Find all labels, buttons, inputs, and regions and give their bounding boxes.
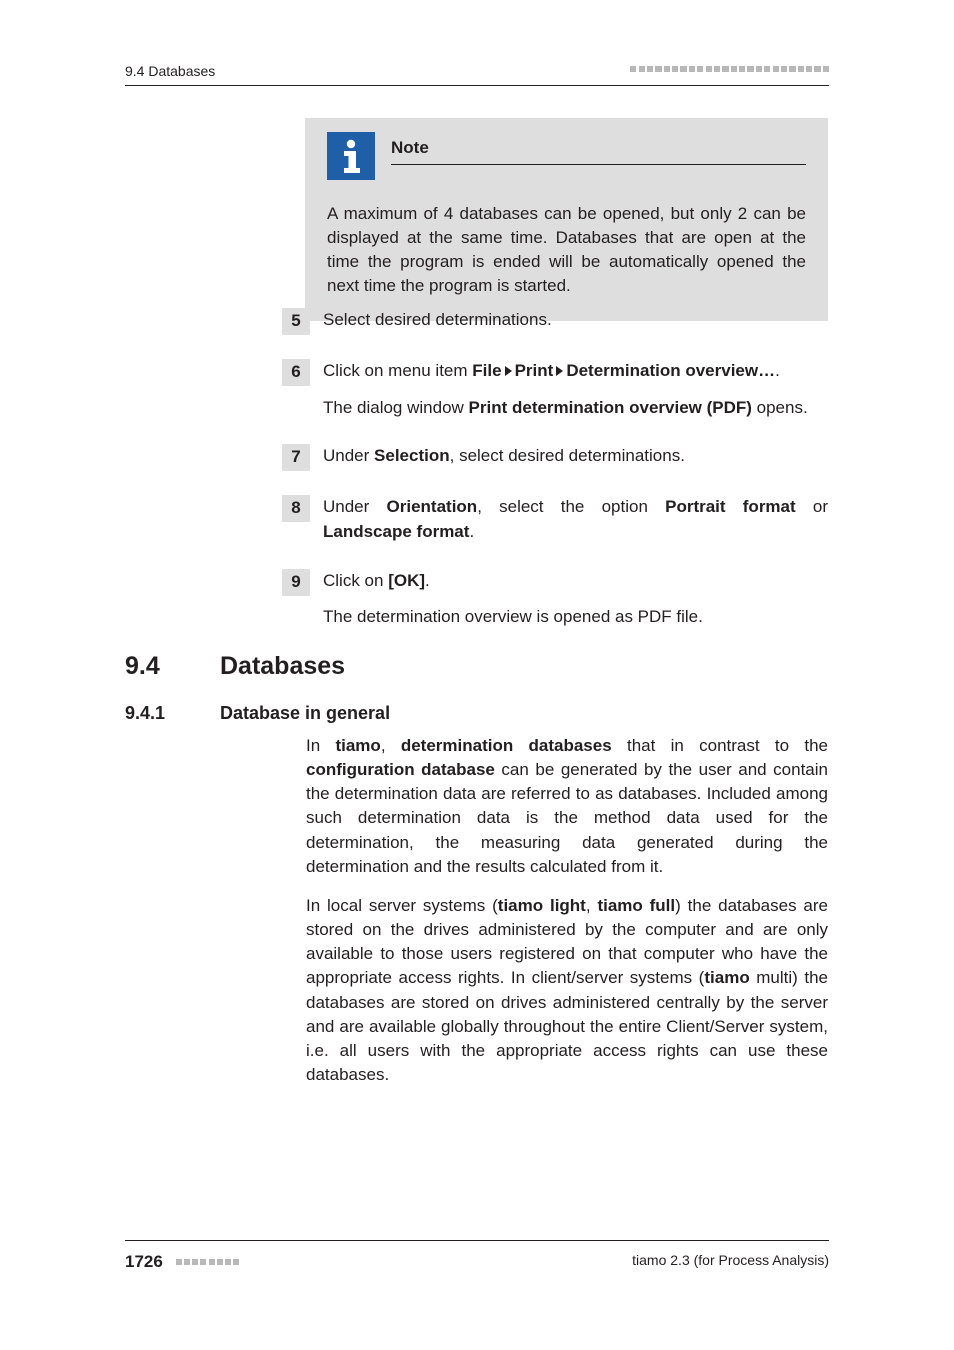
step-8: 8 Under Orientation, select the option Po…: [282, 495, 828, 544]
step-number: 5: [282, 308, 310, 335]
step-body: Select desired determinations.: [323, 308, 828, 335]
info-icon: [327, 132, 375, 180]
step-6: 6 Click on menu item FilePrintDeterminati…: [282, 359, 828, 420]
subsection-title: Database in general: [220, 703, 390, 724]
note-box: Note A maximum of 4 databases can be ope…: [305, 118, 828, 321]
note-body: A maximum of 4 databases can be opened, …: [327, 202, 806, 299]
step-line: The dialog window Print determination ov…: [323, 396, 828, 421]
note-rule: [391, 164, 806, 165]
step-9: 9 Click on [OK]. The determination overvie…: [282, 569, 828, 630]
footer-dashes: [174, 1250, 240, 1270]
page-number: 1726: [125, 1252, 163, 1271]
section-title: Databases: [220, 652, 345, 681]
menu-arrow-icon: [556, 366, 563, 376]
body-paragraph-2: In local server systems (tiamo light, ti…: [306, 894, 828, 1087]
subsection-heading: 9.4.1 Database in general: [125, 703, 828, 724]
step-body: Click on [OK]. The determination overview…: [323, 569, 828, 630]
step-line: Under Orientation, select the option Por…: [323, 495, 828, 544]
footer-left: 1726: [125, 1250, 239, 1272]
header-section-ref: 9.4 Databases: [125, 63, 215, 79]
section-heading: 9.4 Databases: [125, 652, 828, 681]
page-footer: 1726 tiamo 2.3 (for Process Analysis): [125, 1240, 829, 1280]
page: 9.4 Databases Note A maximum of 4 databa…: [0, 0, 954, 1350]
steps-list: 5 Select desired determinations. 6 Click on…: [282, 308, 828, 630]
note-header: Note: [327, 132, 806, 180]
header-rule: [125, 85, 829, 86]
step-line: Under Selection, select desired determin…: [323, 444, 828, 469]
page-header: 9.4 Databases: [125, 63, 829, 93]
step-body: Under Selection, select desired determin…: [323, 444, 828, 471]
menu-arrow-icon: [505, 366, 512, 376]
step-5: 5 Select desired determinations.: [282, 308, 828, 335]
step-line: Select desired determinations.: [323, 308, 828, 333]
step-number: 8: [282, 495, 310, 522]
step-body: Under Orientation, select the option Por…: [323, 495, 828, 544]
subsection-number: 9.4.1: [125, 703, 220, 724]
step-line: The determination overview is opened as …: [323, 605, 828, 630]
step-number: 7: [282, 444, 310, 471]
step-7: 7 Under Selection, select desired determi…: [282, 444, 828, 471]
section-number: 9.4: [125, 652, 220, 681]
step-number: 6: [282, 359, 310, 386]
body-paragraph-1: In tiamo, determination databases that i…: [306, 734, 828, 879]
step-line: Click on menu item FilePrintDeterminatio…: [323, 359, 828, 384]
step-number: 9: [282, 569, 310, 596]
step-line: Click on [OK].: [323, 569, 828, 594]
note-title: Note: [391, 138, 806, 158]
footer-rule: [125, 1240, 829, 1241]
footer-right: tiamo 2.3 (for Process Analysis): [632, 1252, 829, 1268]
step-body: Click on menu item FilePrintDeterminatio…: [323, 359, 828, 420]
header-dashes: [628, 59, 829, 73]
